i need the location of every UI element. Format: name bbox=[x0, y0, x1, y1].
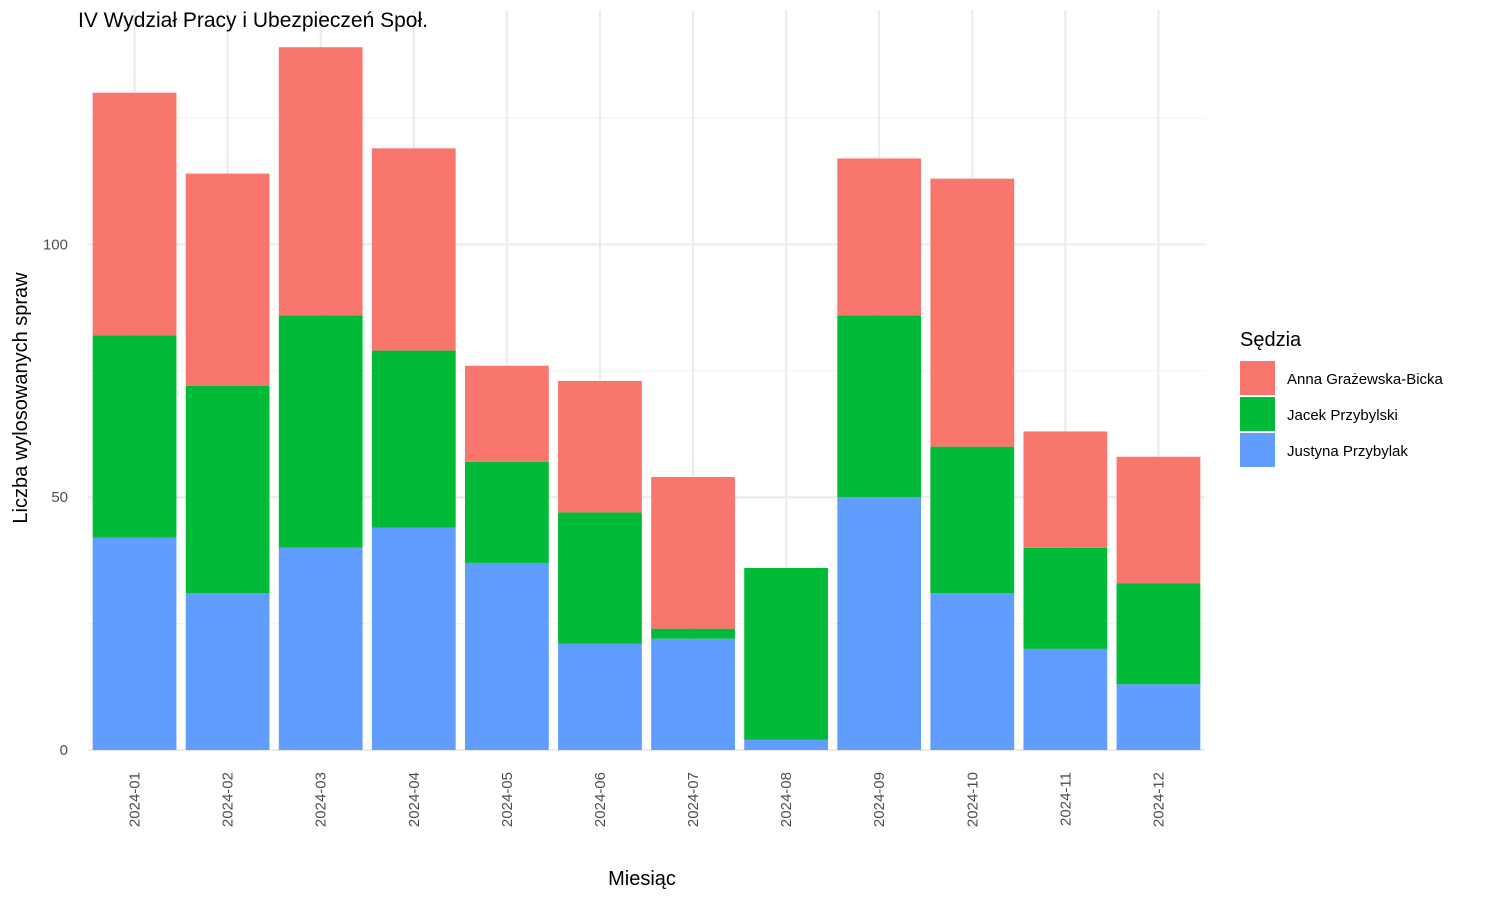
bar-segment bbox=[1116, 583, 1201, 685]
x-tick-label: 2024-05 bbox=[499, 772, 516, 827]
bar-segment bbox=[837, 158, 922, 316]
y-tick-label: 100 bbox=[43, 236, 68, 253]
bar-segment bbox=[185, 385, 270, 594]
legend-key bbox=[1240, 433, 1275, 467]
bar-segment bbox=[464, 461, 549, 563]
x-tick-label: 2024-12 bbox=[1150, 772, 1167, 827]
x-tick-label: 2024-07 bbox=[685, 772, 702, 827]
y-tick-label: 0 bbox=[60, 742, 68, 759]
bar-segment bbox=[930, 446, 1015, 594]
x-tick-label: 2024-02 bbox=[220, 772, 237, 827]
bar-segment bbox=[744, 567, 829, 740]
legend-label: Justyna Przybylak bbox=[1287, 443, 1408, 460]
legend: Sędzia Anna Grażewska-Bicka Jacek Przybyl… bbox=[1240, 329, 1444, 467]
legend-label: Anna Grażewska-Bicka bbox=[1287, 371, 1444, 388]
x-tick-label: 2024-08 bbox=[778, 772, 795, 827]
bar-segment bbox=[1116, 456, 1201, 584]
bar-segment bbox=[185, 173, 270, 386]
bar-segment bbox=[930, 593, 1015, 750]
y-tick-labels: 0 50 100 bbox=[43, 236, 68, 759]
x-tick-label: 2024-10 bbox=[964, 772, 981, 827]
bars bbox=[92, 47, 1201, 750]
bar-segment bbox=[651, 638, 735, 750]
bar-segment bbox=[1023, 431, 1108, 548]
bar-segment bbox=[278, 47, 363, 316]
bar-segment bbox=[558, 643, 642, 750]
x-tick-label: 2024-01 bbox=[127, 772, 144, 827]
bar-segment bbox=[464, 365, 549, 462]
bar-segment bbox=[92, 335, 177, 538]
bar-segment bbox=[278, 547, 363, 750]
bar-segment bbox=[464, 562, 549, 750]
y-axis-title: Liczba wylosowanych spraw bbox=[10, 272, 32, 524]
bar-segment bbox=[92, 92, 177, 336]
bar-segment bbox=[651, 476, 735, 629]
legend-label: Jacek Przybylski bbox=[1287, 407, 1398, 424]
x-tick-label: 2024-04 bbox=[406, 772, 423, 827]
x-tick-label: 2024-09 bbox=[871, 772, 888, 827]
x-tick-label: 2024-06 bbox=[592, 772, 609, 827]
x-tick-label: 2024-03 bbox=[313, 772, 330, 827]
bar-segment bbox=[1116, 684, 1201, 750]
bar-segment bbox=[558, 512, 642, 644]
bar-segment bbox=[930, 178, 1015, 447]
bar-segment bbox=[278, 315, 363, 548]
bar-segment bbox=[837, 497, 922, 750]
bar-segment bbox=[92, 537, 177, 750]
bar-segment bbox=[371, 350, 456, 528]
legend-key bbox=[1240, 361, 1275, 395]
bar-segment bbox=[651, 628, 735, 639]
bar-segment bbox=[837, 315, 922, 498]
bar-segment bbox=[185, 593, 270, 750]
legend-title: Sędzia bbox=[1240, 329, 1302, 351]
bar-segment bbox=[371, 527, 456, 750]
bar-segment bbox=[1023, 547, 1108, 649]
bar-segment bbox=[558, 380, 642, 513]
x-axis-title: Miesiąc bbox=[608, 868, 676, 890]
bar-segment bbox=[371, 148, 456, 351]
bar-segment bbox=[1023, 648, 1108, 750]
x-tick-labels: 2024-01 2024-02 2024-03 2024-04 2024-05 2024-… bbox=[127, 772, 1168, 827]
bar-segment bbox=[744, 739, 829, 750]
chart-title: IV Wydział Pracy i Ubezpieczeń Społ. bbox=[78, 9, 428, 32]
y-tick-label: 50 bbox=[51, 489, 68, 506]
legend-key bbox=[1240, 397, 1275, 431]
x-tick-label: 2024-11 bbox=[1057, 772, 1074, 826]
